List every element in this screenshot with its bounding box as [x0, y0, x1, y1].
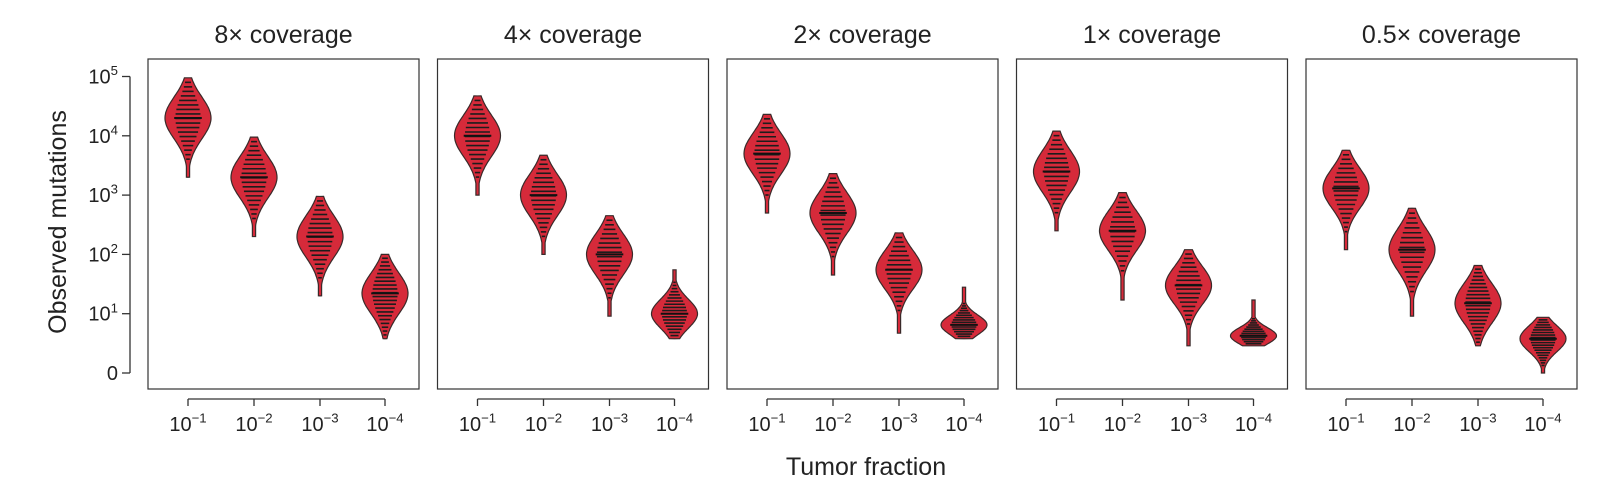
- y-axis: 0 101 102 103 104 105: [88, 63, 131, 385]
- x-tick-label: 10−3: [591, 411, 628, 436]
- y-tick-label: 101: [88, 300, 118, 325]
- x-tick-label: 10−1: [169, 411, 206, 436]
- y-tick-label: 102: [88, 241, 118, 266]
- x-tick-label: 10−2: [814, 411, 851, 436]
- x-tick-label: 10−4: [1524, 411, 1561, 436]
- x-tick-label: 10−2: [1104, 411, 1141, 436]
- x-tick-label: 10−3: [880, 411, 917, 436]
- panel-title: 8× coverage: [214, 21, 352, 49]
- x-tick-label: 10−3: [301, 411, 338, 436]
- panel: 0.5× coverage 10−1 10−2 10−3 10−4: [1305, 21, 1578, 436]
- y-axis-label: Observed mutations: [44, 110, 72, 334]
- x-tick-label: 10−4: [945, 411, 982, 436]
- x-tick-label: 10−1: [748, 411, 785, 436]
- panel: 8× coverage 10−1 10−2 10−3 10−4: [147, 21, 420, 436]
- y-tick-label: 104: [88, 122, 118, 147]
- panel-frame: [726, 58, 999, 390]
- panel-title: 2× coverage: [793, 21, 931, 49]
- x-tick-label: 10−2: [525, 411, 562, 436]
- x-tick-label: 10−1: [1327, 411, 1364, 436]
- x-tick-label: 10−4: [366, 411, 403, 436]
- x-tick-label: 10−4: [656, 411, 693, 436]
- panel-title: 0.5× coverage: [1362, 21, 1521, 49]
- y-tick-label: 103: [88, 182, 118, 207]
- panel-frame: [1305, 58, 1578, 390]
- x-tick-label: 10−1: [1038, 411, 1075, 436]
- x-tick-label: 10−2: [235, 411, 272, 436]
- panel: 2× coverage 10−1 10−2 10−3 10−4: [726, 21, 999, 436]
- y-tick-label: 105: [88, 63, 118, 88]
- y-tick-label: 0: [107, 363, 118, 385]
- panel-frame: [436, 58, 710, 390]
- panel: 4× coverage 10−1 10−2 10−3 10−4: [436, 21, 710, 436]
- panel-title: 1× coverage: [1083, 21, 1221, 49]
- chart-panels: 8× coverage 10−1 10−2 10−3 10−4 4× coverage 10…: [147, 21, 1578, 436]
- x-tick-label: 10−2: [1393, 411, 1430, 436]
- panel-frame: [1015, 58, 1289, 390]
- panel-title: 4× coverage: [504, 21, 642, 49]
- x-axis-label: Tumor fraction: [786, 453, 946, 481]
- x-tick-label: 10−1: [459, 411, 496, 436]
- panel: 1× coverage 10−1 10−2 10−3 10−4: [1015, 21, 1289, 436]
- x-tick-label: 10−4: [1235, 411, 1272, 436]
- panel-frame: [147, 58, 420, 390]
- x-tick-label: 10−3: [1170, 411, 1207, 436]
- x-tick-label: 10−3: [1459, 411, 1496, 436]
